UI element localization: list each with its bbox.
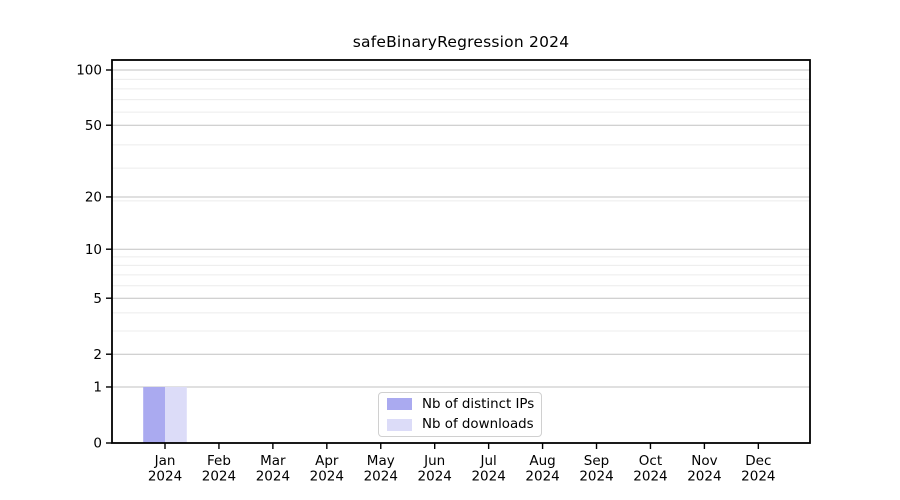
- x-tick-label: Oct 2024: [633, 453, 667, 485]
- chart-title: safeBinaryRegression 2024: [352, 33, 570, 51]
- x-tick-label: Mar 2024: [256, 453, 290, 485]
- y-tick-label: 100: [76, 63, 102, 79]
- x-tick-label: Aug 2024: [525, 453, 559, 485]
- bar-distinct-ips: [143, 386, 165, 443]
- x-tick-label: Jun 2024: [418, 453, 452, 485]
- legend-swatch-distinct-ips: [387, 398, 412, 411]
- legend-label-distinct-ips: Nb of distinct IPs: [422, 396, 535, 412]
- plot-border: [111, 59, 811, 444]
- y-tick-label: 2: [93, 347, 102, 363]
- legend-swatch-downloads: [387, 418, 412, 431]
- legend-item-distinct-ips: Nb of distinct IPs: [379, 395, 541, 414]
- x-tick-label: Dec 2024: [741, 453, 775, 485]
- x-tick-label: Apr 2024: [310, 453, 344, 485]
- y-tick-label: 50: [85, 118, 102, 134]
- legend-item-downloads: Nb of downloads: [379, 416, 541, 435]
- x-tick-label: Nov 2024: [687, 453, 721, 485]
- bar-downloads: [165, 386, 187, 443]
- x-tick-label: May 2024: [364, 453, 398, 485]
- legend-label-downloads: Nb of downloads: [422, 417, 534, 433]
- x-tick-label: Jul 2024: [471, 453, 505, 485]
- y-tick-label: 1: [93, 380, 102, 396]
- legend: Nb of distinct IPs Nb of downloads: [378, 392, 542, 437]
- y-tick-label: 5: [93, 291, 102, 307]
- x-tick-label: Jan 2024: [148, 453, 182, 485]
- y-tick-label: 0: [93, 436, 102, 452]
- y-tick-label: 20: [85, 190, 102, 206]
- y-tick-label: 10: [85, 242, 102, 258]
- x-tick-label: Feb 2024: [202, 453, 236, 485]
- x-tick-label: Sep 2024: [579, 453, 613, 485]
